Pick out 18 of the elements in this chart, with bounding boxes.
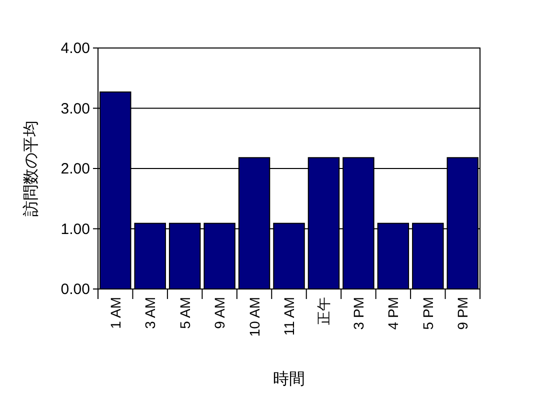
x-tick-label: 9 PM: [454, 297, 471, 330]
x-tick-label: 5 PM: [420, 297, 436, 330]
y-tick-label: 2.00: [60, 160, 90, 178]
x-tick-label: 3 AM: [142, 297, 158, 329]
x-tick-label: 5 AM: [176, 297, 193, 329]
x-tick-label: 10 AM: [246, 297, 262, 337]
y-tick-label: 0.00: [60, 281, 90, 298]
x-tick-label: 1 AM: [107, 297, 124, 329]
x-tick-label: 4 PM: [385, 297, 402, 330]
x-tick-label: 9 AM: [212, 297, 228, 329]
x-axis-title: 時間: [273, 370, 305, 388]
y-tick-label: 4.00: [60, 40, 90, 57]
y-tick-label: 3.00: [60, 100, 90, 118]
x-tick-label: 正午: [316, 297, 332, 325]
y-tick-label: 1.00: [60, 220, 90, 238]
x-tick-label: 3 PM: [350, 297, 366, 330]
x-tick-label: 11 AM: [281, 297, 297, 336]
y-axis-title: 訪問数の平均: [22, 120, 40, 216]
